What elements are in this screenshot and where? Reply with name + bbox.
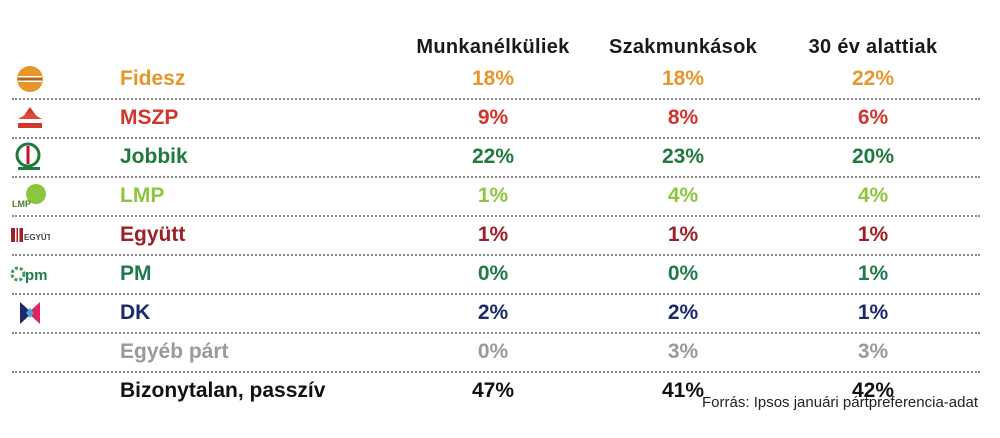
svg-text:pm: pm [25, 267, 48, 284]
value-cell: 0% [477, 340, 509, 363]
party-name: LMP [120, 184, 165, 207]
table-row: MSZP 9% 8% 6% [0, 99, 1000, 138]
party-name: Fidesz [120, 67, 186, 90]
row-separator [12, 98, 980, 100]
value-cell: 22% [851, 67, 895, 90]
column-header: 30 év alattiak [808, 36, 938, 58]
value-cell: 0% [667, 262, 699, 285]
value-cell: 1% [857, 262, 889, 285]
table-row: LMP LMP 1% 4% 4% [0, 177, 1000, 216]
egyutt-logo: EGYÜTT [10, 220, 57, 250]
value-cell: 1% [477, 223, 509, 246]
fidesz-logo [10, 64, 50, 94]
pm-logo: pm [10, 259, 50, 289]
value-cell: 18% [471, 67, 515, 90]
table-row: DK 2% 2% 1% [0, 294, 1000, 333]
row-separator [12, 293, 980, 295]
value-cell: 42% [851, 379, 895, 402]
value-cell: 23% [661, 145, 705, 168]
party-name: PM [120, 262, 152, 285]
row-separator [12, 176, 980, 178]
value-cell: 3% [857, 340, 889, 363]
value-cell: 9% [477, 106, 509, 129]
row-separator [12, 332, 980, 334]
value-cell: 3% [667, 340, 699, 363]
row-separator [12, 254, 980, 256]
table-row: pm PM 0% 0% 1% [0, 255, 1000, 294]
value-cell: 2% [667, 301, 699, 324]
value-cell: 0% [477, 262, 509, 285]
value-cell: 8% [667, 106, 699, 129]
party-name: MSZP [120, 106, 179, 129]
table-row: Fidesz 18% 18% 22% [0, 60, 1000, 99]
mszp-logo [10, 103, 50, 133]
table-row: Egyéb párt 0% 3% 3% [0, 333, 1000, 372]
table-row: EGYÜTT Együtt 1% 1% 1% [0, 216, 1000, 255]
value-cell: 1% [857, 223, 889, 246]
value-cell: 41% [661, 379, 705, 402]
svg-text:EGYÜTT: EGYÜTT [24, 233, 50, 242]
value-cell: 2% [477, 301, 509, 324]
value-cell: 1% [667, 223, 699, 246]
source-note: Forrás: Ipsos januári pártpreferencia-ad… [702, 394, 978, 411]
value-cell: 18% [661, 67, 705, 90]
jobbik-logo [10, 142, 50, 172]
value-cell: 4% [667, 184, 699, 207]
svg-text:LMP: LMP [12, 199, 31, 209]
party-name: Egyéb párt [120, 340, 229, 363]
column-header: Munkanélküliek [416, 36, 570, 58]
party-name: Együtt [120, 223, 186, 246]
lmp-logo: LMP [10, 181, 50, 211]
value-cell: 22% [471, 145, 515, 168]
party-name: DK [120, 301, 151, 324]
value-cell: 47% [471, 379, 515, 402]
value-cell: 1% [857, 301, 889, 324]
value-cell: 1% [477, 184, 509, 207]
party-name: Bizonytalan, passzív [120, 379, 326, 402]
value-cell: 20% [851, 145, 895, 168]
value-cell: 6% [857, 106, 889, 129]
row-separator [12, 137, 980, 139]
column-header: Szakmunkások [608, 36, 758, 58]
value-cell: 4% [857, 184, 889, 207]
table-row: Jobbik 22% 23% 20% [0, 138, 1000, 177]
dk-logo [10, 298, 50, 328]
party-name: Jobbik [120, 145, 188, 168]
row-separator [12, 371, 980, 373]
row-separator [12, 215, 980, 217]
table-row: Bizonytalan, passzív 47% 41% 42% [0, 372, 1000, 411]
